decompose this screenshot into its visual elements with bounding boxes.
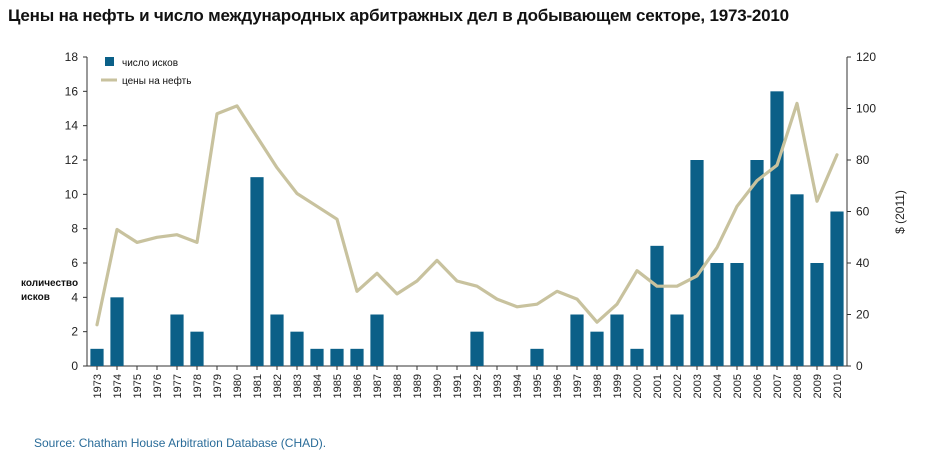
- y-left-tick-label: 14: [65, 119, 79, 133]
- bar-1987: [370, 314, 384, 366]
- bar-1973: [90, 348, 104, 366]
- x-tick-label-1995: 1995: [532, 374, 544, 398]
- x-tick-label-2001: 2001: [652, 374, 664, 398]
- bar-2006: [750, 160, 764, 366]
- x-tick-label-1994: 1994: [512, 374, 524, 398]
- bar-1977: [170, 314, 184, 366]
- x-tick-label-1973: 1973: [92, 374, 104, 398]
- y-left-tick-label: 6: [71, 256, 78, 270]
- x-tick-label-1993: 1993: [492, 374, 504, 398]
- legend-swatch-claims: [105, 57, 114, 66]
- y-left-axis-label-line1: количество: [21, 278, 78, 289]
- x-tick-label-2003: 2003: [692, 374, 704, 398]
- bar-1974: [110, 297, 124, 366]
- bar-2004: [710, 263, 724, 366]
- bar-1995: [530, 348, 544, 366]
- source-note: Source: Chatham House Arbitration Databa…: [34, 436, 327, 450]
- legend-label-oil: цены на нефть: [122, 75, 191, 87]
- oil-price-line: [95, 101, 839, 327]
- x-tick-label-1989: 1989: [412, 374, 424, 398]
- bar-1982: [270, 314, 284, 366]
- bar-2005: [730, 263, 744, 366]
- y-left-tick-label: 18: [65, 50, 79, 64]
- y-right-tick-label: 60: [856, 205, 870, 219]
- bar-2008: [790, 194, 804, 366]
- x-tick-label-2002: 2002: [672, 374, 684, 398]
- x-tick-label-1982: 1982: [272, 374, 284, 398]
- y-right-axis-label: $ (2011): [893, 190, 907, 234]
- bar-2001: [650, 245, 664, 366]
- x-tick-label-2007: 2007: [772, 374, 784, 398]
- x-tick-label-1996: 1996: [552, 374, 564, 398]
- chart-title: Цены на нефть и число международных арби…: [8, 6, 789, 25]
- x-tick-label-2010: 2010: [832, 374, 844, 398]
- x-tick-label-2009: 2009: [812, 374, 824, 398]
- x-tick-label-2008: 2008: [792, 374, 804, 398]
- x-tick-label-1980: 1980: [232, 374, 244, 398]
- y-left-tick-label: 0: [71, 359, 78, 373]
- x-tick-label-1992: 1992: [472, 374, 484, 398]
- bar-1992: [470, 331, 484, 366]
- bar-2003: [690, 160, 704, 366]
- x-tick-label-1987: 1987: [372, 374, 384, 398]
- x-tick-label-1974: 1974: [112, 374, 124, 398]
- x-tick-label-1984: 1984: [312, 374, 324, 398]
- x-tick-label-1977: 1977: [172, 374, 184, 398]
- bar-1978: [190, 331, 204, 366]
- y-left-tick-label: 12: [65, 153, 79, 167]
- bar-2000: [630, 348, 644, 366]
- x-tick-label-1979: 1979: [212, 374, 224, 398]
- bar-1984: [310, 348, 324, 366]
- legend-label-claims: число исков: [122, 58, 178, 69]
- x-tick-label-1975: 1975: [132, 374, 144, 398]
- y-right-tick-label: 100: [856, 102, 876, 116]
- bar-1999: [610, 314, 624, 366]
- bar-1983: [290, 331, 304, 366]
- bar-1981: [250, 177, 264, 366]
- y-left-tick-label: 2: [71, 325, 78, 339]
- y-right-tick-label: 120: [856, 50, 876, 64]
- x-tick-label-1985: 1985: [332, 374, 344, 398]
- x-tick-label-1991: 1991: [452, 374, 464, 398]
- x-tick-label-1988: 1988: [392, 374, 404, 398]
- bar-1997: [570, 314, 584, 366]
- bar-2002: [670, 314, 684, 366]
- bar-1986: [350, 348, 364, 366]
- y-right-tick-label: 80: [856, 153, 870, 167]
- x-tick-label-1976: 1976: [152, 374, 164, 398]
- y-right-tick-label: 40: [856, 256, 870, 270]
- x-tick-label-2006: 2006: [752, 374, 764, 398]
- y-left-tick-label: 16: [65, 84, 79, 98]
- x-tick-label-1978: 1978: [192, 374, 204, 398]
- x-tick-label-1990: 1990: [432, 374, 444, 398]
- x-tick-label-1997: 1997: [572, 374, 584, 398]
- y-left-tick-label: 8: [71, 222, 78, 236]
- x-tick-label-1983: 1983: [292, 374, 304, 398]
- y-left-tick-label: 10: [65, 187, 79, 201]
- x-tick-label-2005: 2005: [732, 374, 744, 398]
- x-tick-label-1998: 1998: [592, 374, 604, 398]
- x-tick-label-1981: 1981: [252, 374, 264, 398]
- bar-2010: [830, 211, 844, 366]
- bar-1998: [590, 331, 604, 366]
- bar-2007: [770, 91, 784, 366]
- x-tick-label-2004: 2004: [712, 374, 724, 398]
- x-tick-label-2000: 2000: [632, 374, 644, 398]
- x-tick-label-1986: 1986: [352, 374, 364, 398]
- y-left-axis-label-line2: исков: [21, 292, 50, 303]
- y-left-tick-label: 4: [71, 290, 78, 304]
- bar-2009: [810, 263, 824, 366]
- x-tick-label-1999: 1999: [612, 374, 624, 398]
- bar-1985: [330, 348, 344, 366]
- y-right-tick-label: 0: [856, 359, 863, 373]
- y-right-tick-label: 20: [856, 308, 870, 322]
